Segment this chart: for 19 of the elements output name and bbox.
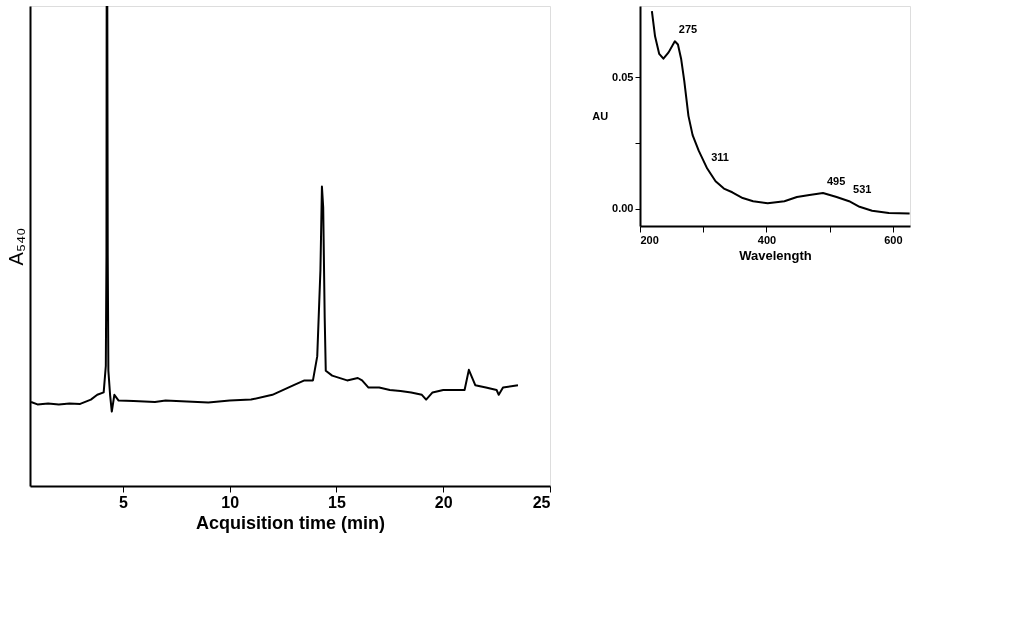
x-axis-title: Wavelength	[739, 247, 812, 263]
y-tick-label: 0.05	[612, 70, 634, 83]
x-tick-label: 600	[884, 233, 903, 246]
y-tick-label: 0.00	[612, 202, 634, 215]
x-axis-title: Acquisition time (min)	[196, 512, 386, 533]
annotation: 311	[711, 150, 729, 163]
x-tick-label: 15	[328, 493, 346, 511]
y-axis-title: A₅₄₀	[4, 227, 27, 266]
annotation: 531	[853, 183, 872, 196]
x-tick-label: 25	[532, 493, 551, 511]
line-series	[650, 10, 910, 215]
y-axis-title: AU	[592, 109, 609, 122]
x-tick-label: 400	[757, 233, 777, 246]
x-tick-label: 10	[221, 493, 240, 511]
annotation: 275	[678, 23, 698, 36]
annotation: 495	[826, 175, 846, 188]
x-tick-label: 200	[640, 233, 659, 246]
x-tick-label: 5	[118, 493, 128, 511]
x-tick-label: 20	[434, 493, 453, 511]
